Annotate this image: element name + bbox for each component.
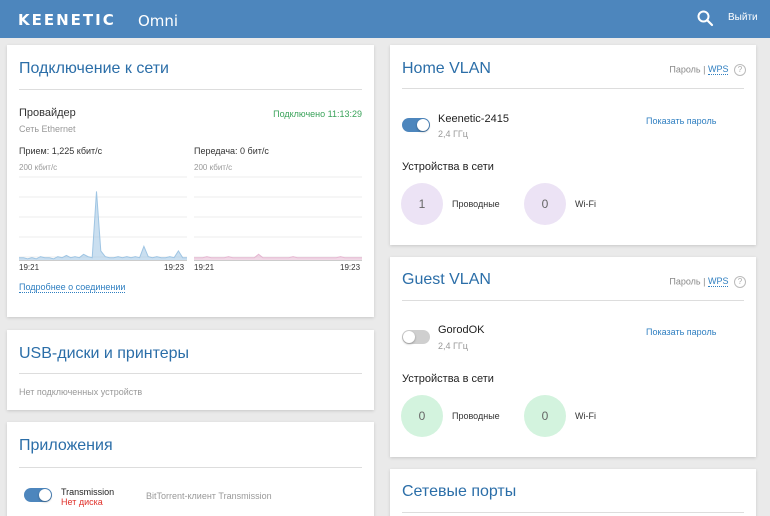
app-description: BitTorrent-клиент Transmission bbox=[146, 491, 272, 501]
wifi-count[interactable]: 0 bbox=[524, 183, 566, 225]
tx-traffic-chart bbox=[194, 176, 362, 261]
wired-label: Проводные bbox=[452, 411, 500, 421]
show-password-link[interactable]: Показать пароль bbox=[646, 327, 717, 337]
divider bbox=[402, 300, 744, 301]
divider bbox=[19, 373, 362, 374]
wifi-label: Wi-Fi bbox=[575, 411, 596, 421]
top-bar: KEENETIC Omni Выйти bbox=[0, 0, 770, 38]
rx-scale: 200 кбит/с bbox=[19, 163, 58, 172]
transmission-toggle[interactable] bbox=[24, 488, 52, 502]
show-password-link[interactable]: Показать пароль bbox=[646, 116, 717, 126]
band: 2,4 ГГц bbox=[438, 129, 468, 139]
tx-scale: 200 кбит/с bbox=[194, 163, 233, 172]
rx-label: Прием: 1,225 кбит/с bbox=[19, 146, 103, 156]
rx-traffic-chart bbox=[19, 176, 187, 261]
usb-card: USB-диски и принтеры Нет подключенных ус… bbox=[7, 330, 374, 410]
band: 2,4 ГГц bbox=[438, 341, 468, 351]
rx-time-end: 19:23 bbox=[164, 263, 185, 272]
connection-card: Подключение к сети Провайдер Сеть Ethern… bbox=[7, 45, 374, 317]
connection-status: Подключено 11:13:29 bbox=[273, 109, 362, 119]
tx-series-line bbox=[194, 253, 362, 259]
password-link[interactable]: Пароль bbox=[669, 64, 701, 75]
connection-title[interactable]: Подключение к сети bbox=[19, 60, 169, 77]
ports-card: Сетевые порты bbox=[390, 469, 756, 516]
tx-label: Передача: 0 бит/с bbox=[194, 146, 269, 156]
wps-link[interactable]: WPS bbox=[707, 64, 729, 76]
wired-count[interactable]: 0 bbox=[401, 395, 443, 437]
provider-label: Провайдер bbox=[19, 107, 76, 119]
wps-link[interactable]: WPS bbox=[707, 276, 729, 288]
usb-title[interactable]: USB-диски и принтеры bbox=[19, 345, 190, 362]
home-vlan-card: Home VLAN Пароль | WPS ? Keenetic-2415 2… bbox=[390, 45, 756, 245]
apps-card: Приложения Transmission Нет диска BitTor… bbox=[7, 422, 374, 516]
help-icon[interactable]: ? bbox=[734, 64, 746, 76]
app-status: Нет диска bbox=[61, 497, 103, 507]
divider bbox=[402, 88, 744, 89]
search-icon[interactable] bbox=[696, 9, 714, 27]
toggle-knob bbox=[39, 489, 51, 501]
provider-type: Сеть Ethernet bbox=[19, 124, 76, 134]
separator: | bbox=[703, 64, 706, 75]
home-vlan-links: Пароль | WPS ? bbox=[669, 64, 746, 76]
divider bbox=[402, 512, 744, 513]
ports-title[interactable]: Сетевые порты bbox=[402, 483, 517, 500]
home-vlan-title[interactable]: Home VLAN bbox=[402, 60, 491, 77]
app-name: Transmission bbox=[61, 487, 115, 497]
divider bbox=[19, 89, 362, 90]
guest-wifi-toggle[interactable] bbox=[402, 330, 430, 344]
tx-time-start: 19:21 bbox=[194, 263, 215, 272]
wired-count[interactable]: 1 bbox=[401, 183, 443, 225]
password-link[interactable]: Пароль bbox=[669, 276, 701, 287]
tx-time-end: 19:23 bbox=[340, 263, 361, 272]
usb-empty-text: Нет подключенных устройств bbox=[19, 387, 143, 397]
devices-title: Устройства в сети bbox=[402, 373, 494, 385]
guest-vlan-card: Guest VLAN Пароль | WPS ? GorodOK 2,4 ГГ… bbox=[390, 257, 756, 457]
ssid: Keenetic-2415 bbox=[438, 113, 509, 125]
guest-vlan-title[interactable]: Guest VLAN bbox=[402, 271, 491, 288]
tx-series-area bbox=[194, 254, 362, 261]
separator: | bbox=[703, 276, 706, 287]
router-model: Omni bbox=[138, 12, 179, 30]
ssid: GorodOK bbox=[438, 324, 485, 336]
divider bbox=[19, 467, 362, 468]
rx-series-area bbox=[19, 191, 187, 261]
brand-logo: KEENETIC bbox=[18, 11, 116, 29]
wired-label: Проводные bbox=[452, 199, 500, 209]
rx-series-line bbox=[19, 191, 187, 260]
rx-time-start: 19:21 bbox=[19, 263, 40, 272]
wifi-count[interactable]: 0 bbox=[524, 395, 566, 437]
toggle-knob bbox=[403, 331, 415, 343]
devices-title: Устройства в сети bbox=[402, 161, 494, 173]
help-icon[interactable]: ? bbox=[734, 276, 746, 288]
apps-title[interactable]: Приложения bbox=[19, 437, 113, 454]
home-wifi-toggle[interactable] bbox=[402, 118, 430, 132]
wifi-label: Wi-Fi bbox=[575, 199, 596, 209]
toggle-knob bbox=[417, 119, 429, 131]
connection-details-link[interactable]: Подробнее о соединении bbox=[19, 282, 126, 293]
guest-vlan-links: Пароль | WPS ? bbox=[669, 276, 746, 288]
logout-button[interactable]: Выйти bbox=[728, 12, 758, 23]
